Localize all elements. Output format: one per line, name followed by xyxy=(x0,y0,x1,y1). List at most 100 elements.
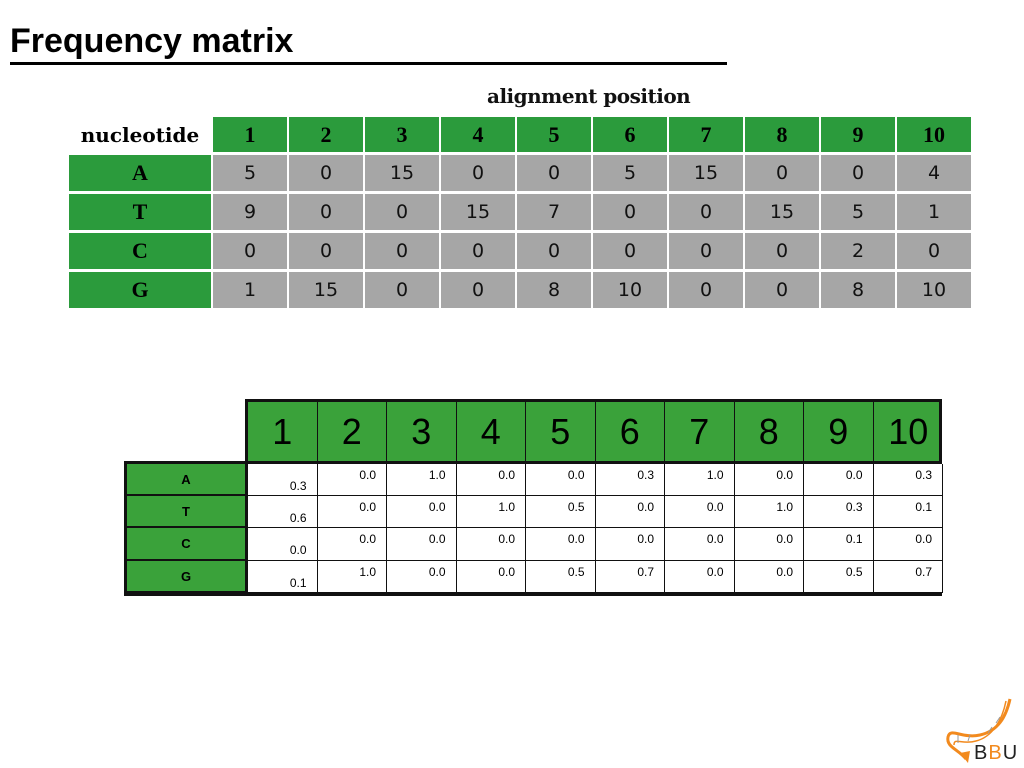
frequency-cell: 0.0 xyxy=(456,561,526,593)
count-cell: 7 xyxy=(517,194,591,230)
frequency-cell: 0.7 xyxy=(595,561,665,593)
position-header: 10 xyxy=(888,411,929,452)
position-header: 5 xyxy=(526,402,596,462)
count-cell: 0 xyxy=(897,233,971,269)
count-matrix-table: nucleotide 1 2 3 4 5 6 7 8 9 10 A 5 0 15 0 0 5 15 0 0 4 T 9 0 0 15… xyxy=(69,117,971,308)
nucleotide-label: G xyxy=(127,561,248,593)
frequency-cell: 0.0 xyxy=(387,561,457,593)
frequency-cell: 0.3 xyxy=(248,464,318,496)
position-header: 9 xyxy=(821,117,895,152)
count-cell: 15 xyxy=(289,272,363,308)
count-cell: 0 xyxy=(593,194,667,230)
frequency-cell: 0.0 xyxy=(595,496,665,528)
frequency-cell: 1.0 xyxy=(456,496,526,528)
frequency-cell: 0.0 xyxy=(804,464,874,496)
frequency-body: A 0.3 0.0 1.0 0.0 0.0 0.3 1.0 0.0 0.0 0.3 T 0.6 0.0 0.… xyxy=(124,461,943,596)
count-cell: 0 xyxy=(669,233,743,269)
frequency-cell: 0.0 xyxy=(526,528,596,561)
count-cell: 0 xyxy=(289,194,363,230)
frequency-cell: 0.0 xyxy=(665,496,735,528)
count-cell: 1 xyxy=(213,272,287,308)
frequency-cell: 0.0 xyxy=(734,561,804,593)
frequency-cell: 0.7 xyxy=(873,561,943,593)
nucleotide-label: G xyxy=(69,272,211,308)
frequency-cell: 0.0 xyxy=(248,528,318,561)
nucleotide-label: A xyxy=(69,155,211,191)
count-cell: 5 xyxy=(213,155,287,191)
title-underline xyxy=(10,62,727,65)
nucleotide-label: A xyxy=(127,464,248,496)
count-cell: 0 xyxy=(593,233,667,269)
position-header: 3 xyxy=(387,402,457,462)
frequency-cell: 0.0 xyxy=(526,464,596,496)
frequency-cell: 0.0 xyxy=(387,528,457,561)
count-cell: 0 xyxy=(669,272,743,308)
frequency-cell: 0.5 xyxy=(804,561,874,593)
count-cell: 0 xyxy=(441,272,515,308)
frequency-cell: 0.5 xyxy=(526,496,596,528)
count-cell: 2 xyxy=(821,233,895,269)
frequency-cell: 0.0 xyxy=(734,464,804,496)
count-cell: 0 xyxy=(365,272,439,308)
frequency-cell: 0.0 xyxy=(387,496,457,528)
count-cell: 15 xyxy=(745,194,819,230)
bbu-logo-text: BBU xyxy=(974,742,1019,764)
count-cell: 15 xyxy=(669,155,743,191)
frequency-cell: 0.3 xyxy=(804,496,874,528)
count-cell: 0 xyxy=(289,155,363,191)
frequency-cell: 0.3 xyxy=(595,464,665,496)
count-cell: 10 xyxy=(897,272,971,308)
count-cell: 1 xyxy=(897,194,971,230)
frequency-cell: 0.1 xyxy=(804,528,874,561)
position-header: 8 xyxy=(735,402,804,462)
position-header: 6 xyxy=(593,117,667,152)
position-header: 6 xyxy=(596,402,665,462)
count-cell: 0 xyxy=(441,155,515,191)
position-header: 4 xyxy=(457,402,526,462)
count-cell: 8 xyxy=(821,272,895,308)
position-header: 1 xyxy=(213,117,287,152)
count-cell: 0 xyxy=(745,155,819,191)
position-header: 1 xyxy=(248,402,318,462)
nucleotide-label: T xyxy=(69,194,211,230)
frequency-cell: 0.0 xyxy=(595,528,665,561)
nucleotide-label: C xyxy=(127,528,248,561)
count-cell: 0 xyxy=(517,233,591,269)
nucleotide-label: T xyxy=(127,496,248,528)
nucleotide-label: C xyxy=(69,233,211,269)
frequency-cell: 1.0 xyxy=(665,464,735,496)
count-cell: 4 xyxy=(897,155,971,191)
count-cell: 0 xyxy=(289,233,363,269)
frequency-cell: 0.1 xyxy=(873,496,943,528)
position-header: 4 xyxy=(441,117,515,152)
count-cell: 5 xyxy=(821,194,895,230)
count-cell: 0 xyxy=(669,194,743,230)
position-header: 5 xyxy=(517,117,591,152)
frequency-cell: 0.0 xyxy=(317,528,387,561)
position-header: 8 xyxy=(745,117,819,152)
frequency-cell: 0.0 xyxy=(665,561,735,593)
frequency-cell: 0.0 xyxy=(317,464,387,496)
count-cell: 0 xyxy=(365,194,439,230)
frequency-cell: 0.0 xyxy=(665,528,735,561)
count-cell: 15 xyxy=(365,155,439,191)
frequency-cell: 0.0 xyxy=(456,464,526,496)
frequency-header-row: 1 2 3 4 5 6 7 8 9 10 xyxy=(245,399,942,462)
corner-label: nucleotide xyxy=(69,117,211,152)
frequency-cell: 0.5 xyxy=(526,561,596,593)
frequency-cell: 0.0 xyxy=(317,496,387,528)
frequency-cell: 1.0 xyxy=(387,464,457,496)
position-header: 10 xyxy=(897,117,971,152)
count-cell: 0 xyxy=(821,155,895,191)
count-cell: 0 xyxy=(365,233,439,269)
frequency-cell: 0.0 xyxy=(873,528,943,561)
frequency-cell: 0.0 xyxy=(456,528,526,561)
position-header: 7 xyxy=(665,402,735,462)
count-cell: 0 xyxy=(745,233,819,269)
position-header: 3 xyxy=(365,117,439,152)
position-header: 2 xyxy=(318,402,387,462)
count-cell: 0 xyxy=(745,272,819,308)
frequency-cell: 1.0 xyxy=(317,561,387,593)
frequency-cell: 0.0 xyxy=(734,528,804,561)
count-cell: 8 xyxy=(517,272,591,308)
